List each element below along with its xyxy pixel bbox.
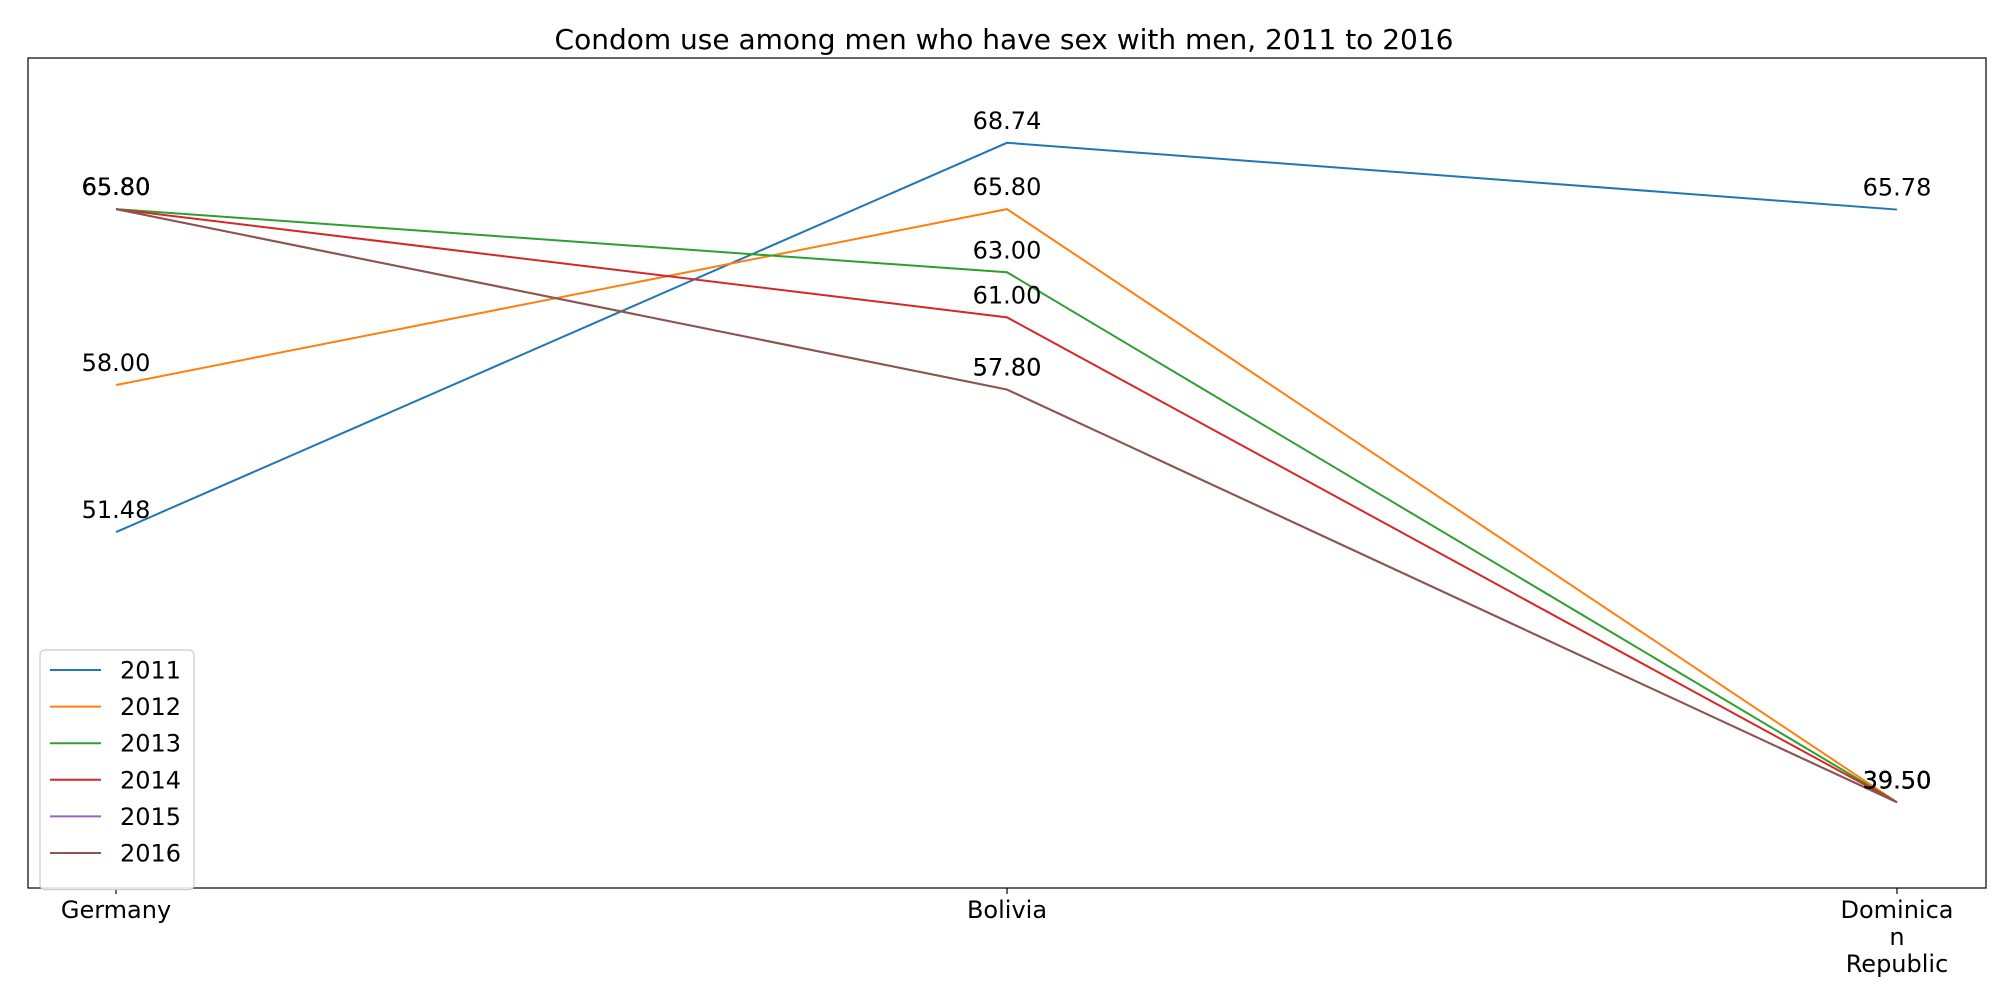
data-label: 65.80 — [82, 173, 151, 201]
data-label: 58.00 — [82, 349, 151, 377]
x-axis: Germany Bolivia Dominica n Republic — [61, 888, 1954, 978]
data-label: 39.50 — [1863, 766, 1932, 794]
legend-label: 2013 — [120, 730, 181, 758]
data-label: 51.48 — [82, 496, 151, 524]
series-2016-line — [115, 208, 1898, 804]
x-tick-label-line: Germany — [61, 896, 171, 924]
x-tick-label: Bolivia — [967, 896, 1047, 924]
x-tick-label: Dominica n Republic — [1841, 896, 1954, 978]
data-label: 39.50 — [1863, 766, 1932, 794]
legend-label: 2011 — [120, 657, 181, 685]
data-label: 65.78 — [1863, 174, 1932, 202]
data-label: 65.80 — [82, 173, 151, 201]
series-2014-line — [115, 208, 1898, 804]
series-lines — [115, 141, 1898, 804]
x-tick-label-line: Bolivia — [967, 896, 1047, 924]
legend-label: 2014 — [120, 766, 181, 794]
chart-title: Condom use among men who have sex with m… — [555, 23, 1454, 56]
data-label: 65.80 — [82, 173, 151, 201]
data-label: 57.80 — [973, 354, 1042, 382]
data-label: 65.80 — [973, 173, 1042, 201]
data-label: 68.74 — [973, 107, 1042, 135]
data-label: 57.80 — [973, 354, 1042, 382]
legend-label: 2016 — [120, 840, 181, 868]
data-label: 61.00 — [973, 281, 1042, 309]
legend: 2011 2012 2013 2014 2015 2016 — [39, 649, 195, 891]
x-tick-label: Germany — [61, 896, 171, 924]
series-2012-line — [115, 208, 1898, 804]
legend-label: 2015 — [120, 803, 181, 831]
data-label: 39.50 — [1863, 766, 1932, 794]
data-label: 39.50 — [1863, 766, 1932, 794]
series-2011-line — [115, 141, 1898, 534]
x-tick-label-line: Dominica — [1841, 896, 1954, 924]
x-tick-label-line: n — [1889, 923, 1904, 951]
legend-box — [39, 649, 195, 891]
data-label: 39.50 — [1863, 766, 1932, 794]
data-labels: 51.48 68.74 65.78 58.00 65.80 39.50 65.80 63.00… — [82, 107, 1932, 794]
legend-label: 2012 — [120, 693, 181, 721]
series-2013-line — [115, 208, 1898, 804]
data-label: 65.80 — [82, 173, 151, 201]
data-label: 63.00 — [973, 236, 1042, 264]
x-tick-label-line: Republic — [1846, 950, 1949, 978]
